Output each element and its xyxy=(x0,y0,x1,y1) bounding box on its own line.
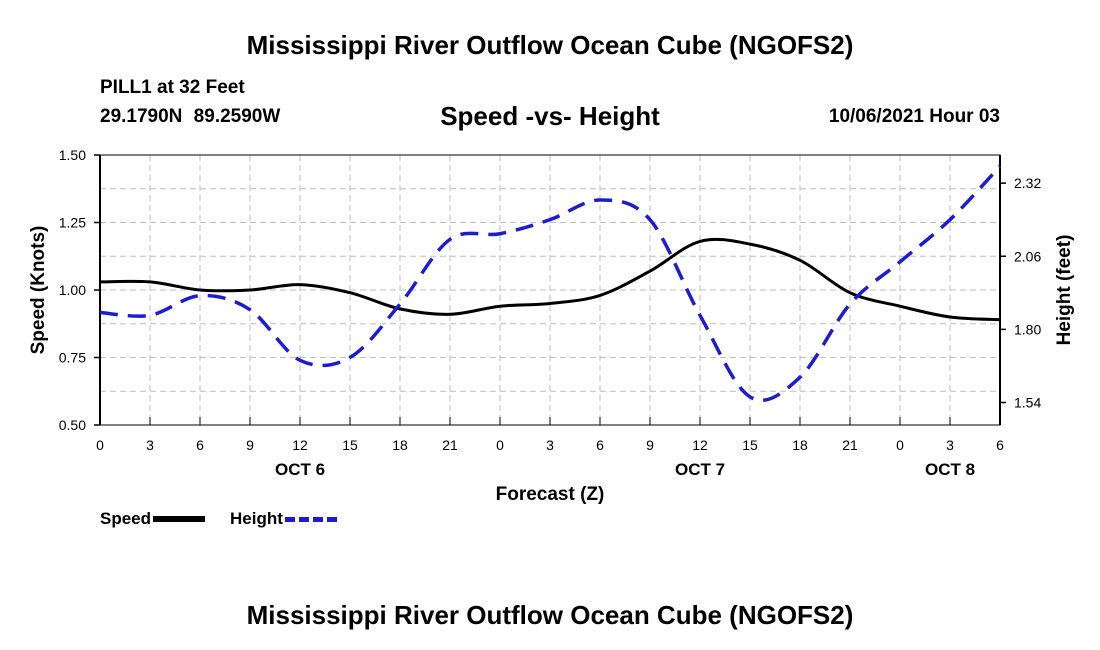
y-tick-label: 1.00 xyxy=(59,282,86,298)
y-tick-label: 1.25 xyxy=(59,215,86,231)
x-tick-label: 18 xyxy=(392,437,408,453)
y2-tick-label: 2.06 xyxy=(1014,248,1041,264)
x-tick-label: 6 xyxy=(996,437,1004,453)
x-tick-label: 12 xyxy=(692,437,708,453)
day-label: OCT 8 xyxy=(925,460,975,479)
forecast-datetime: 10/06/2021 Hour 03 xyxy=(828,106,1000,127)
x-tick-label: 0 xyxy=(96,437,104,453)
legend-speed: Speed xyxy=(100,509,206,529)
x-tick-label: 3 xyxy=(146,437,154,453)
y2-tick-label: 1.54 xyxy=(1014,395,1041,411)
x-tick-label: 21 xyxy=(842,437,858,453)
day-label: OCT 7 xyxy=(675,460,725,479)
x-axis-label: Forecast (Z) xyxy=(496,484,605,505)
series-lines xyxy=(99,165,1002,403)
x-tick-label: 3 xyxy=(546,437,554,453)
x-tick-label: 6 xyxy=(196,437,204,453)
legend-speed-swatch xyxy=(153,516,206,522)
legend-height: Height xyxy=(230,509,337,529)
main-title: Mississippi River Outflow Ocean Cube (NG… xyxy=(246,30,854,60)
x-tick-label: 18 xyxy=(792,437,808,453)
x-tick-label: 15 xyxy=(742,437,758,453)
legend-height-label: Height xyxy=(230,509,283,528)
station-coordinates: 29.1790N 89.2590W xyxy=(100,106,281,127)
footer-title: Mississippi River Outflow Ocean Cube (NG… xyxy=(246,600,854,630)
x-tick-label: 12 xyxy=(292,437,308,453)
legend-speed-label: Speed xyxy=(100,509,152,528)
y2-tick-label: 1.80 xyxy=(1014,321,1041,337)
axis-ticks: 0 3 6 9 12 15 18 21 0 3 6 9 12 15 18 21 0 3 6 OCT 6 OCT 7 OCT… xyxy=(59,147,1042,479)
y-axis-label: Speed (Knots) xyxy=(28,226,49,355)
y2-tick-label: 2.32 xyxy=(1014,175,1041,191)
x-tick-label: 0 xyxy=(496,437,504,453)
day-label: OCT 6 xyxy=(275,460,325,479)
station-label: PILL1 at 32 Feet xyxy=(100,77,245,98)
speed-series-line xyxy=(99,237,1001,322)
height-series-line xyxy=(99,165,1002,403)
x-tick-label: 3 xyxy=(946,437,954,453)
y-tick-label: 0.75 xyxy=(59,350,86,366)
legend-height-swatch xyxy=(284,516,337,522)
x-tick-label: 9 xyxy=(246,437,254,453)
y2-axis-label: Height (feet) xyxy=(1054,235,1075,346)
y-tick-label: 0.50 xyxy=(59,417,86,433)
x-tick-label: 15 xyxy=(342,437,358,453)
x-tick-label: 21 xyxy=(442,437,458,453)
x-tick-label: 9 xyxy=(646,437,654,453)
x-tick-label: 0 xyxy=(896,437,904,453)
y-tick-label: 1.50 xyxy=(59,147,86,163)
plot-title: Speed -vs- Height xyxy=(440,101,660,131)
x-tick-label: 6 xyxy=(596,437,604,453)
